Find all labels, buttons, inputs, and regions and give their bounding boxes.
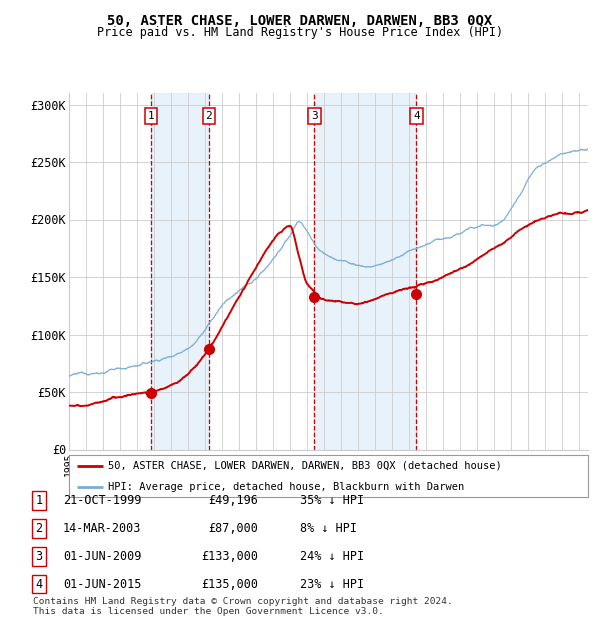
Text: 14-MAR-2003: 14-MAR-2003 — [63, 522, 142, 534]
Text: £135,000: £135,000 — [201, 578, 258, 590]
Text: HPI: Average price, detached house, Blackburn with Darwen: HPI: Average price, detached house, Blac… — [108, 482, 464, 492]
Text: 8% ↓ HPI: 8% ↓ HPI — [300, 522, 357, 534]
Text: 24% ↓ HPI: 24% ↓ HPI — [300, 550, 364, 562]
Text: £49,196: £49,196 — [208, 494, 258, 507]
Text: Contains HM Land Registry data © Crown copyright and database right 2024.: Contains HM Land Registry data © Crown c… — [33, 597, 453, 606]
Text: 4: 4 — [413, 111, 420, 121]
Text: 50, ASTER CHASE, LOWER DARWEN, DARWEN, BB3 0QX: 50, ASTER CHASE, LOWER DARWEN, DARWEN, B… — [107, 14, 493, 28]
Bar — [151, 93, 209, 450]
Text: 2: 2 — [205, 111, 212, 121]
Text: 01-JUN-2009: 01-JUN-2009 — [63, 550, 142, 562]
Text: 4: 4 — [35, 578, 43, 590]
Text: 3: 3 — [311, 111, 318, 121]
Text: 1: 1 — [148, 111, 154, 121]
Text: £87,000: £87,000 — [208, 522, 258, 534]
Text: 2: 2 — [35, 522, 43, 534]
Text: 3: 3 — [35, 550, 43, 562]
Text: 50, ASTER CHASE, LOWER DARWEN, DARWEN, BB3 0QX (detached house): 50, ASTER CHASE, LOWER DARWEN, DARWEN, B… — [108, 461, 502, 471]
Text: 21-OCT-1999: 21-OCT-1999 — [63, 494, 142, 507]
Text: 35% ↓ HPI: 35% ↓ HPI — [300, 494, 364, 507]
Bar — [314, 93, 416, 450]
Text: 23% ↓ HPI: 23% ↓ HPI — [300, 578, 364, 590]
Text: Price paid vs. HM Land Registry's House Price Index (HPI): Price paid vs. HM Land Registry's House … — [97, 26, 503, 39]
Text: This data is licensed under the Open Government Licence v3.0.: This data is licensed under the Open Gov… — [33, 607, 384, 616]
Text: 1: 1 — [35, 494, 43, 507]
Text: £133,000: £133,000 — [201, 550, 258, 562]
Text: 01-JUN-2015: 01-JUN-2015 — [63, 578, 142, 590]
